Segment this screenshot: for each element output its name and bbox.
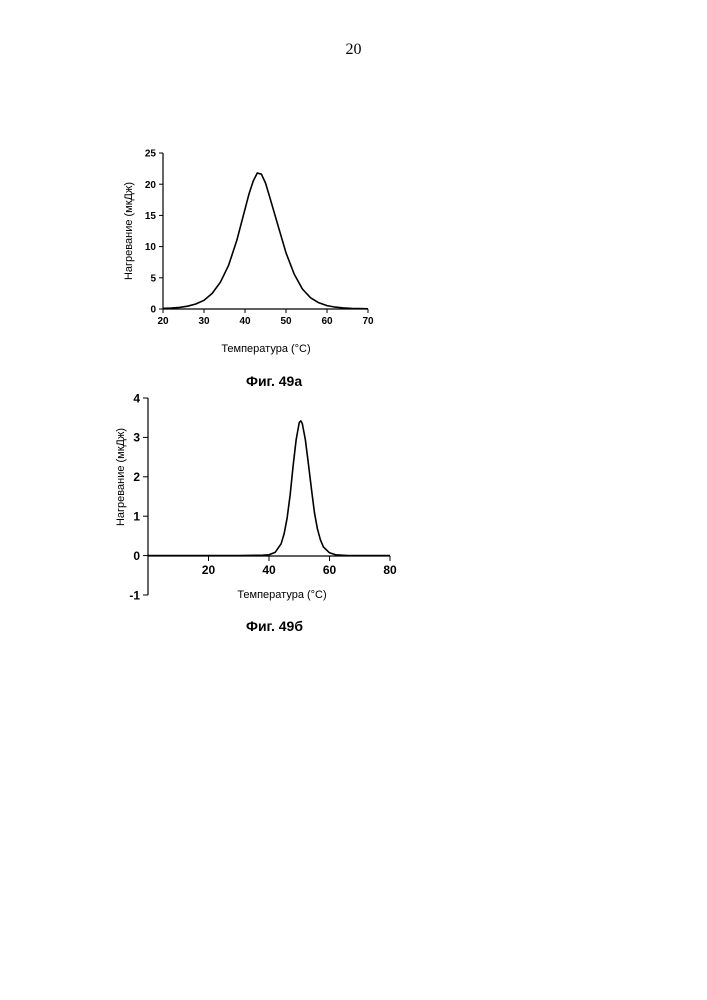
fig49b-series-line <box>148 421 390 556</box>
fig49a-y-tick-label: 10 <box>145 242 157 253</box>
fig49b-y-tick-label: 3 <box>133 431 140 445</box>
fig49b-x-tick-label: 40 <box>262 563 276 577</box>
fig49b-y-tick-label: 4 <box>133 391 140 405</box>
fig49b-x-axis-title: Температура (°C) <box>237 589 326 601</box>
fig49a-x-tick-label: 30 <box>198 316 210 327</box>
fig49b-y-tick-label: 2 <box>133 470 140 484</box>
fig49a-x-axis-title: Температура (°C) <box>221 343 310 355</box>
fig49a-y-tick-label: 0 <box>150 305 156 316</box>
fig49a-x-tick-label: 50 <box>280 316 292 327</box>
fig49b-y-tick-label: 0 <box>133 549 140 563</box>
fig49a-y-axis-title: Нагревание (мкДж) <box>123 182 135 280</box>
fig49a-y-tick-label: 15 <box>145 211 157 222</box>
fig49b-x-tick-label: 60 <box>323 563 337 577</box>
fig49a-y-tick-label: 25 <box>145 149 157 160</box>
fig49a-y-tick-label: 5 <box>150 273 156 284</box>
fig49b-y-axis-title: Нагревание (мкДж) <box>115 428 127 526</box>
fig49a-x-tick-label: 20 <box>157 316 169 327</box>
fig49b-x-tick-label: 80 <box>383 563 397 577</box>
fig49a-x-tick-label: 60 <box>321 316 333 327</box>
fig49b-x-tick-label: 20 <box>202 563 216 577</box>
fig49b-y-tick-label: -1 <box>129 588 140 602</box>
fig49b-y-tick-label: 1 <box>133 510 140 524</box>
figure-49b-caption: Фиг. 49б <box>246 618 303 634</box>
fig49a-y-tick-label: 20 <box>145 180 157 191</box>
fig49a-x-tick-label: 40 <box>239 316 251 327</box>
fig49a-x-tick-label: 70 <box>362 316 374 327</box>
figure-49a-caption: Фиг. 49а <box>246 373 302 389</box>
fig49a-series-line <box>163 173 368 309</box>
